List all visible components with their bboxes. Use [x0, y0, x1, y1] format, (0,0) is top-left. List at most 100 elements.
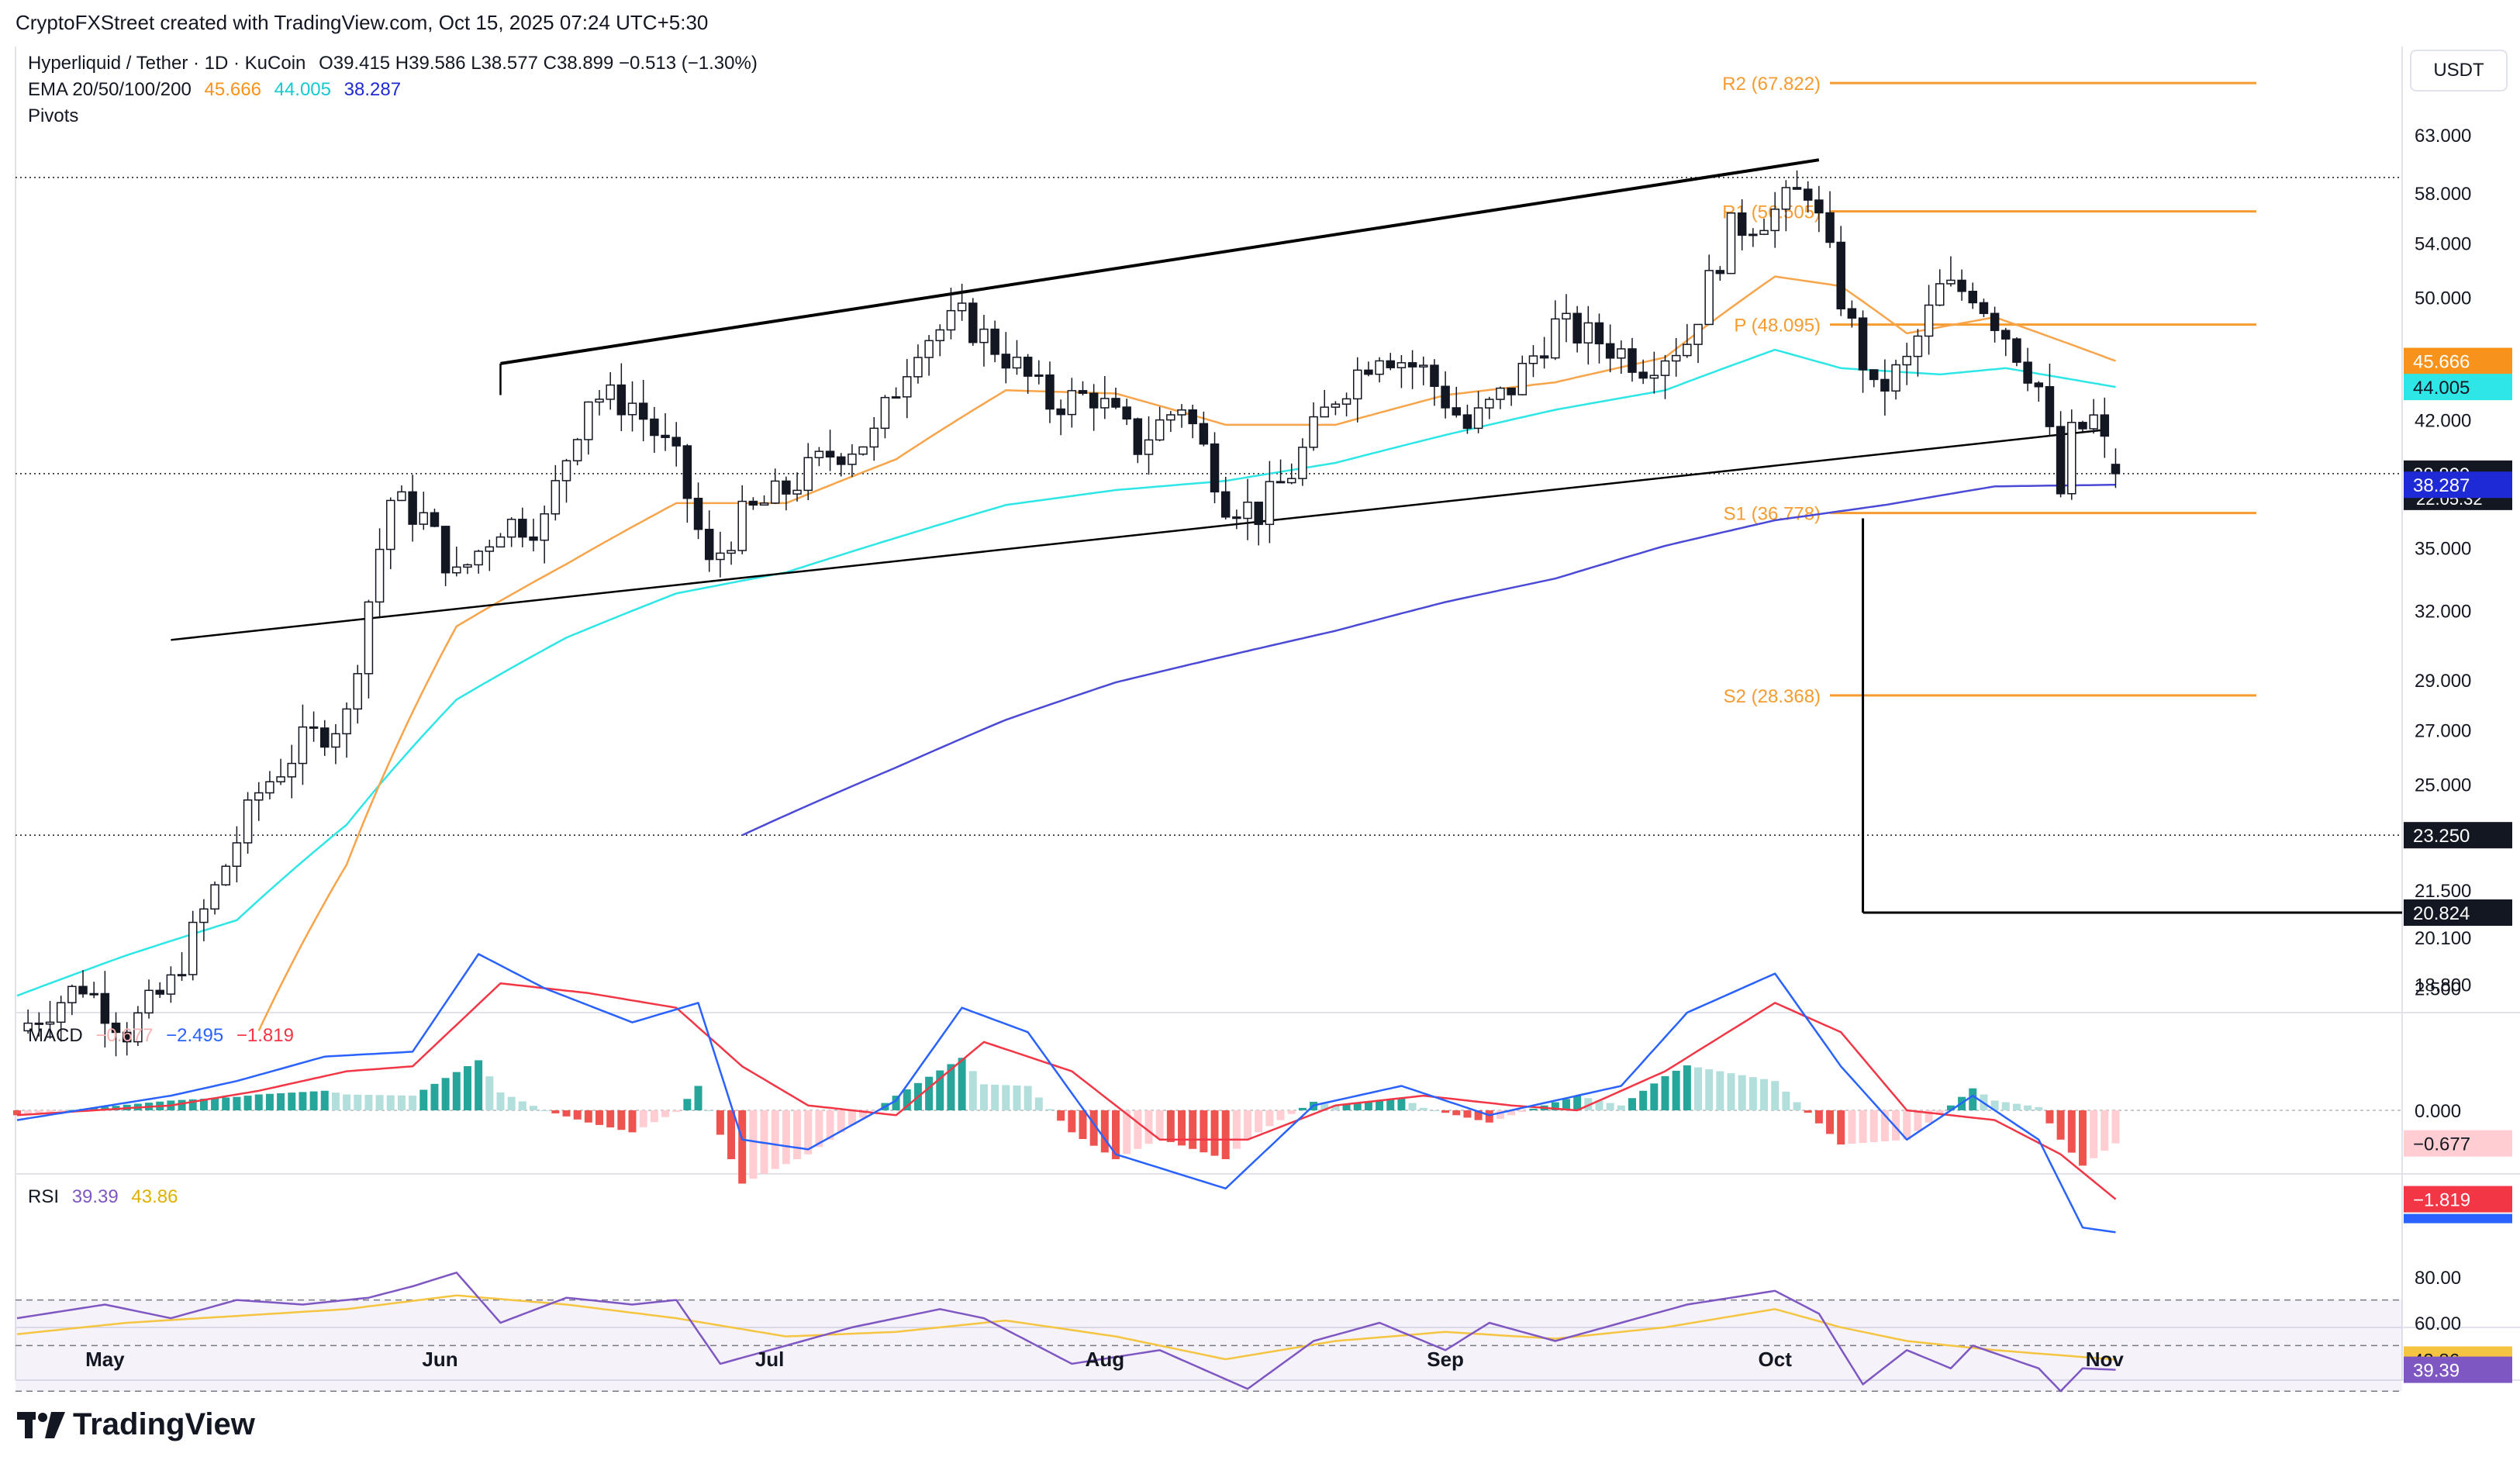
pivot-label-2: P (48.095): [1734, 316, 1821, 337]
candle-up: [1562, 312, 1571, 320]
month-label-jun: Jun: [422, 1348, 457, 1371]
candle-up: [1309, 416, 1318, 448]
channel-upper-trendline: [500, 158, 1820, 365]
macd-histogram-bar: [2111, 1110, 2120, 1144]
candle-up: [858, 446, 868, 455]
macd-histogram-bar: [364, 1095, 373, 1110]
candle-up: [924, 340, 934, 358]
candle-down: [100, 992, 110, 1024]
candle-up: [540, 513, 549, 541]
macd-histogram-bar: [1935, 1110, 1944, 1114]
ema-label: EMA 20/50/100/200: [28, 79, 192, 100]
macd-histogram-bar: [925, 1076, 934, 1110]
macd-histogram-bar: [716, 1110, 724, 1135]
macd-histogram-bar: [1112, 1110, 1120, 1159]
candle-up: [506, 519, 516, 538]
ema-legend[interactable]: EMA 20/50/100/200 45.666 44.005 38.287: [28, 79, 409, 101]
candle-up: [1902, 355, 1911, 366]
candle-down: [78, 985, 88, 995]
macd-histogram-bar: [1848, 1110, 1856, 1144]
macd-histogram-bar: [1364, 1101, 1372, 1110]
macd-histogram-bar: [1859, 1110, 1867, 1143]
macd-histogram-bar: [1705, 1069, 1714, 1110]
macd-histogram-bar: [1683, 1065, 1691, 1110]
macd-histogram-bar: [475, 1060, 483, 1110]
macd-histogram-bar: [1265, 1110, 1274, 1127]
rsi-legend[interactable]: RSI 39.39 43.86: [28, 1186, 185, 1208]
candle-up: [485, 546, 495, 552]
macd-histogram-bar: [1298, 1107, 1307, 1110]
candle-down: [320, 727, 330, 748]
candle-up: [67, 985, 77, 1003]
candle-up: [1759, 230, 1769, 235]
pivots-legend[interactable]: Pivots: [28, 105, 86, 127]
pivots-label: Pivots: [28, 105, 79, 126]
currency-unit-button[interactable]: USDT: [2410, 50, 2508, 91]
candle-down: [1979, 302, 1989, 314]
macd-histogram-bar: [397, 1095, 406, 1110]
macd-histogram-bar: [529, 1106, 537, 1110]
macd-histogram-bar: [354, 1094, 362, 1110]
macd-histogram-bar: [1057, 1110, 1065, 1121]
macd-histogram-bar: [1463, 1110, 1472, 1118]
macd-line: [16, 953, 2116, 1234]
candle-up: [1177, 409, 1186, 416]
macd-histogram-bar: [1760, 1079, 1769, 1110]
price-tick-label: 50.000: [2415, 288, 2471, 309]
candle-up: [1704, 270, 1714, 326]
macd-histogram-bar: [1551, 1102, 1559, 1110]
candle-up: [903, 376, 912, 398]
macd-histogram-bar: [1342, 1104, 1351, 1110]
macd-histogram: [13, 1058, 2120, 1184]
candle-up: [254, 792, 264, 801]
macd-histogram-bar: [661, 1110, 670, 1117]
macd-line-value: −2.495: [166, 1025, 224, 1046]
macd-histogram-bar: [1892, 1110, 1900, 1141]
candle-up: [1946, 279, 1956, 285]
macd-histogram-bar: [1068, 1110, 1076, 1133]
candle-down: [837, 456, 846, 465]
macd-histogram-bar: [738, 1110, 747, 1184]
candle-down: [638, 402, 648, 420]
symbol-legend[interactable]: Hyperliquid / Tether · 1D · KuCoin O39.4…: [28, 53, 765, 74]
candle-up: [375, 548, 385, 603]
price-tick-label: 25.000: [2415, 775, 2471, 796]
price-tick-label: 18.800: [2415, 975, 2471, 996]
macd-histogram-bar: [1166, 1110, 1175, 1142]
candle-down: [408, 491, 417, 525]
macd-histogram-bar: [815, 1110, 823, 1148]
price-badge-label-5: 20.824: [2413, 903, 2470, 924]
candle-up: [1517, 362, 1528, 395]
macd-histogram-bar: [903, 1089, 911, 1110]
candle-down: [782, 480, 791, 495]
macd-hist-badge-label: −0.677: [2413, 1134, 2470, 1155]
macd-histogram-bar: [441, 1078, 450, 1110]
macd-histogram-bar: [463, 1066, 471, 1110]
candle-down: [1594, 322, 1604, 345]
price-badge-0: [2404, 347, 2512, 375]
candle-up: [935, 329, 945, 342]
pivot-label-4: S2 (28.368): [1724, 686, 1821, 707]
candle-up: [759, 502, 769, 506]
candle-down: [1803, 188, 1813, 201]
macd-histogram-bar: [1353, 1103, 1362, 1110]
candle-down: [825, 450, 835, 458]
candle-up: [1396, 362, 1407, 368]
macd-histogram-bar: [1408, 1103, 1417, 1110]
candle-down: [693, 497, 703, 530]
macd-histogram-bar: [1814, 1110, 1823, 1124]
candle-down: [1715, 270, 1725, 274]
candle-down: [2100, 414, 2110, 437]
candle-down: [1452, 407, 1462, 416]
candle-down: [748, 500, 758, 506]
price-tick-label: 42.000: [2415, 410, 2471, 431]
macd-legend[interactable]: MACD −0.677 −2.495 −1.819: [28, 1025, 302, 1047]
candle-up: [1770, 209, 1780, 232]
macd-histogram-bar: [1276, 1110, 1285, 1120]
price-badge-1: [2404, 374, 2512, 401]
rsi-band-fill: [16, 1300, 2402, 1392]
candle-up: [1671, 354, 1681, 362]
price-badge-5: [2404, 899, 2512, 926]
symbol-name: Hyperliquid / Tether · 1D · KuCoin: [28, 53, 306, 74]
